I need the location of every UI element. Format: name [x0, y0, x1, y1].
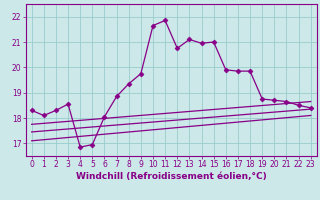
X-axis label: Windchill (Refroidissement éolien,°C): Windchill (Refroidissement éolien,°C) [76, 172, 267, 181]
